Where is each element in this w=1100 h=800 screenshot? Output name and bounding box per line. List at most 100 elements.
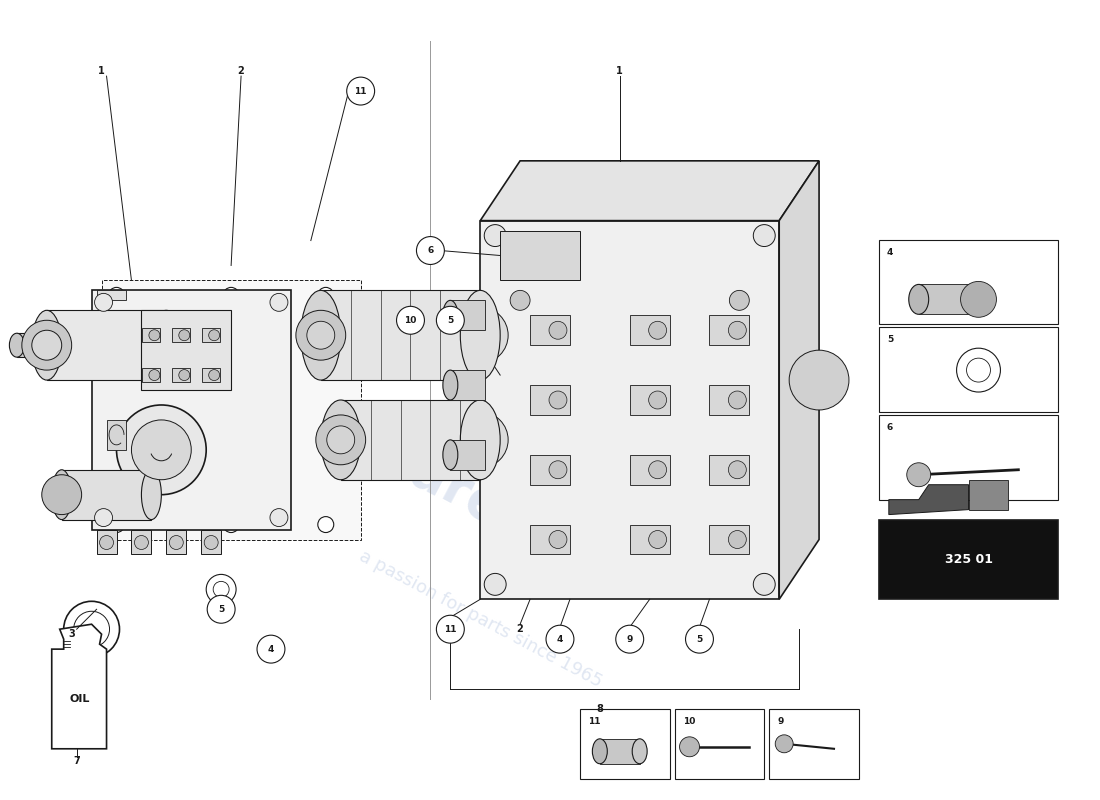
Circle shape: [754, 574, 776, 595]
Circle shape: [223, 517, 239, 533]
Ellipse shape: [52, 470, 72, 519]
Circle shape: [95, 294, 112, 311]
Circle shape: [789, 350, 849, 410]
Circle shape: [649, 530, 667, 549]
FancyBboxPatch shape: [142, 368, 161, 382]
FancyBboxPatch shape: [97, 290, 126, 300]
Circle shape: [109, 517, 124, 533]
Circle shape: [510, 290, 530, 310]
FancyBboxPatch shape: [674, 709, 764, 778]
Circle shape: [685, 626, 714, 653]
Text: 1: 1: [616, 66, 623, 76]
Ellipse shape: [443, 440, 458, 470]
Circle shape: [109, 402, 124, 418]
FancyBboxPatch shape: [173, 368, 190, 382]
Circle shape: [296, 310, 345, 360]
Circle shape: [754, 225, 776, 246]
Polygon shape: [889, 485, 968, 514]
Circle shape: [728, 461, 746, 478]
Circle shape: [270, 294, 288, 311]
FancyBboxPatch shape: [321, 290, 481, 380]
Text: 1: 1: [98, 66, 104, 76]
Ellipse shape: [32, 310, 62, 380]
FancyBboxPatch shape: [142, 310, 231, 390]
Circle shape: [346, 77, 375, 105]
Circle shape: [729, 290, 749, 310]
Circle shape: [95, 509, 112, 526]
Ellipse shape: [460, 290, 500, 380]
FancyBboxPatch shape: [629, 455, 670, 485]
Text: 6: 6: [887, 423, 893, 432]
Circle shape: [452, 412, 508, 468]
FancyBboxPatch shape: [879, 519, 1058, 599]
Circle shape: [206, 574, 236, 604]
Circle shape: [728, 391, 746, 409]
Circle shape: [42, 474, 81, 514]
Ellipse shape: [632, 739, 647, 764]
FancyBboxPatch shape: [202, 368, 220, 382]
Circle shape: [396, 306, 425, 334]
Text: 7: 7: [74, 756, 80, 766]
Circle shape: [307, 322, 334, 349]
Text: 2: 2: [517, 624, 524, 634]
Circle shape: [100, 535, 113, 550]
FancyBboxPatch shape: [879, 239, 1058, 324]
Text: 3: 3: [68, 629, 75, 639]
FancyBboxPatch shape: [481, 221, 779, 599]
Circle shape: [728, 530, 746, 549]
FancyBboxPatch shape: [968, 480, 1009, 510]
Text: 5: 5: [696, 634, 703, 644]
FancyBboxPatch shape: [101, 281, 361, 539]
Circle shape: [22, 320, 72, 370]
Circle shape: [649, 461, 667, 478]
Circle shape: [148, 330, 159, 341]
Circle shape: [32, 330, 62, 360]
Text: 11: 11: [444, 625, 456, 634]
Ellipse shape: [301, 290, 341, 380]
Circle shape: [207, 595, 235, 623]
FancyBboxPatch shape: [530, 315, 570, 345]
Circle shape: [437, 306, 464, 334]
Circle shape: [205, 535, 218, 550]
Text: 4: 4: [887, 247, 893, 257]
Circle shape: [549, 391, 566, 409]
Text: 325 01: 325 01: [945, 553, 992, 566]
FancyBboxPatch shape: [341, 400, 481, 480]
Ellipse shape: [321, 400, 361, 480]
Circle shape: [546, 626, 574, 653]
FancyBboxPatch shape: [600, 739, 640, 764]
Circle shape: [179, 370, 190, 381]
Circle shape: [776, 735, 793, 753]
Text: OIL: OIL: [69, 694, 90, 704]
Circle shape: [213, 582, 229, 598]
Circle shape: [649, 322, 667, 339]
Text: 9: 9: [778, 717, 783, 726]
Ellipse shape: [443, 300, 458, 330]
Text: 9: 9: [627, 634, 632, 644]
FancyBboxPatch shape: [62, 470, 152, 519]
Circle shape: [257, 635, 285, 663]
Circle shape: [549, 461, 566, 478]
Text: 8: 8: [596, 704, 603, 714]
Ellipse shape: [460, 400, 500, 480]
Ellipse shape: [593, 739, 607, 764]
Circle shape: [148, 370, 159, 381]
FancyBboxPatch shape: [142, 328, 161, 342]
Circle shape: [318, 517, 333, 533]
Circle shape: [318, 287, 333, 303]
Polygon shape: [52, 624, 107, 749]
Circle shape: [109, 287, 124, 303]
Text: 11: 11: [587, 717, 601, 726]
FancyBboxPatch shape: [450, 440, 485, 470]
Circle shape: [616, 626, 644, 653]
Circle shape: [484, 225, 506, 246]
Circle shape: [209, 370, 220, 381]
FancyBboxPatch shape: [107, 420, 126, 450]
Circle shape: [957, 348, 1000, 392]
Polygon shape: [481, 161, 820, 221]
Circle shape: [64, 602, 120, 657]
Ellipse shape: [443, 370, 458, 400]
Circle shape: [209, 330, 220, 341]
Circle shape: [549, 530, 566, 549]
Circle shape: [680, 737, 700, 757]
